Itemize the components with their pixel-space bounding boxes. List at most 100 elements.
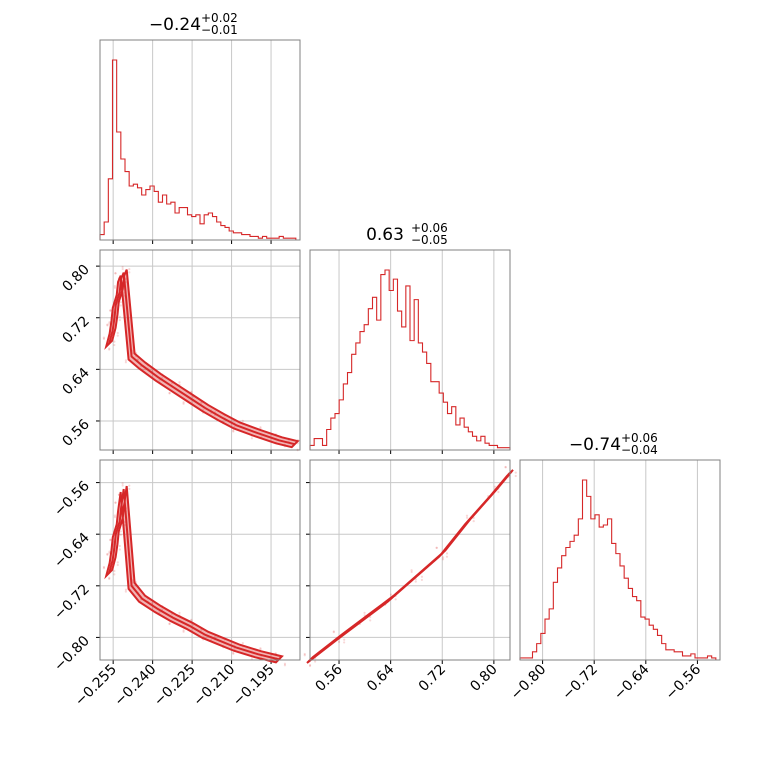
sample-point bbox=[106, 324, 109, 327]
sample-point bbox=[233, 648, 236, 651]
sample-point bbox=[108, 576, 111, 580]
sample-point bbox=[435, 546, 438, 549]
sample-point bbox=[118, 319, 121, 322]
sample-point bbox=[445, 555, 449, 558]
sample-point bbox=[131, 349, 134, 352]
sample-point bbox=[332, 631, 335, 634]
title-upper-2: +0.06 bbox=[621, 431, 658, 445]
sample-point bbox=[128, 484, 131, 487]
title-lower-2: −0.04 bbox=[621, 443, 658, 457]
sample-point bbox=[394, 598, 397, 601]
sample-point bbox=[441, 556, 445, 559]
sample-point bbox=[116, 563, 119, 567]
sample-point bbox=[113, 573, 116, 576]
sample-point bbox=[124, 590, 127, 593]
sample-point bbox=[332, 630, 335, 633]
sample-point bbox=[168, 391, 171, 394]
sample-point bbox=[465, 516, 469, 519]
sample-point bbox=[182, 402, 185, 405]
sample-point bbox=[283, 662, 287, 665]
sample-point bbox=[124, 361, 127, 364]
sample-point bbox=[343, 641, 346, 644]
contour-inner bbox=[108, 488, 280, 661]
sample-point bbox=[308, 664, 312, 668]
contour-outer bbox=[104, 485, 284, 664]
y-tick-label: −0.64 bbox=[51, 530, 93, 572]
sample-point bbox=[168, 622, 171, 625]
sample-point bbox=[102, 336, 106, 339]
x-tick-label: −0.56 bbox=[663, 661, 705, 703]
y-tick-label: 0.56 bbox=[59, 416, 92, 449]
sample-point bbox=[118, 315, 121, 318]
sample-point bbox=[121, 267, 124, 271]
sample-point bbox=[493, 485, 497, 488]
sample-point bbox=[309, 663, 312, 667]
sample-point bbox=[343, 638, 346, 641]
sample-point bbox=[124, 588, 128, 591]
sample-point bbox=[168, 392, 171, 395]
sample-point bbox=[410, 569, 413, 572]
sample-point bbox=[497, 490, 500, 494]
sample-point bbox=[102, 567, 106, 570]
title-2: −0.74 bbox=[569, 435, 621, 455]
title-lower-0: −0.01 bbox=[201, 23, 238, 37]
sample-point bbox=[121, 265, 124, 269]
sample-point bbox=[121, 484, 124, 487]
sample-point bbox=[102, 565, 106, 569]
sample-point bbox=[389, 593, 393, 596]
sample-point bbox=[232, 652, 235, 655]
x-tick-label: −0.72 bbox=[559, 662, 601, 704]
sample-point bbox=[116, 331, 119, 335]
sample-point bbox=[420, 575, 424, 578]
sample-point bbox=[182, 629, 185, 632]
contour-inner bbox=[309, 472, 511, 661]
sample-point bbox=[116, 561, 119, 564]
sample-point bbox=[113, 516, 117, 519]
panel-frame bbox=[99, 39, 301, 241]
histogram-2 bbox=[519, 479, 720, 661]
x-tick-label: −0.240 bbox=[112, 662, 160, 710]
sample-point bbox=[420, 578, 424, 582]
sample-point bbox=[178, 381, 181, 384]
sample-point bbox=[108, 347, 111, 350]
sample-point bbox=[182, 630, 185, 633]
sample-point bbox=[119, 300, 122, 304]
sample-point bbox=[109, 538, 112, 541]
sample-point bbox=[435, 546, 438, 550]
panel-frame bbox=[309, 249, 511, 451]
histogram-1 bbox=[309, 269, 511, 450]
x-tick-label: −0.210 bbox=[190, 662, 238, 710]
sample-point bbox=[118, 548, 121, 551]
sample-point bbox=[168, 622, 171, 626]
sample-point bbox=[369, 619, 372, 622]
sample-point bbox=[410, 570, 413, 574]
y-tick-label: −0.80 bbox=[51, 633, 93, 675]
sample-point bbox=[241, 641, 244, 645]
sample-point bbox=[128, 487, 131, 490]
sample-point bbox=[108, 348, 111, 351]
sample-point bbox=[109, 309, 112, 312]
sample-point bbox=[504, 466, 507, 469]
sample-point bbox=[119, 533, 122, 536]
sample-point bbox=[109, 309, 112, 312]
sample-point bbox=[232, 651, 235, 654]
y-tick-label: −0.56 bbox=[51, 478, 93, 520]
sample-point bbox=[283, 664, 287, 667]
title-1: 0.63 bbox=[366, 225, 404, 245]
title-upper-1: +0.06 bbox=[411, 221, 448, 235]
sample-point bbox=[514, 471, 517, 474]
sample-point bbox=[108, 551, 111, 555]
sample-point bbox=[190, 390, 193, 393]
sample-point bbox=[114, 501, 117, 504]
sample-point bbox=[472, 520, 475, 523]
sample-point bbox=[128, 271, 131, 274]
sample-point bbox=[108, 322, 111, 325]
sample-point bbox=[114, 272, 117, 275]
sample-point bbox=[113, 340, 116, 343]
sample-point bbox=[303, 652, 306, 656]
sample-point bbox=[414, 580, 417, 583]
sample-point bbox=[119, 530, 122, 533]
sample-point bbox=[314, 660, 317, 663]
contour-inner bbox=[108, 272, 295, 446]
sample-point bbox=[363, 611, 366, 614]
